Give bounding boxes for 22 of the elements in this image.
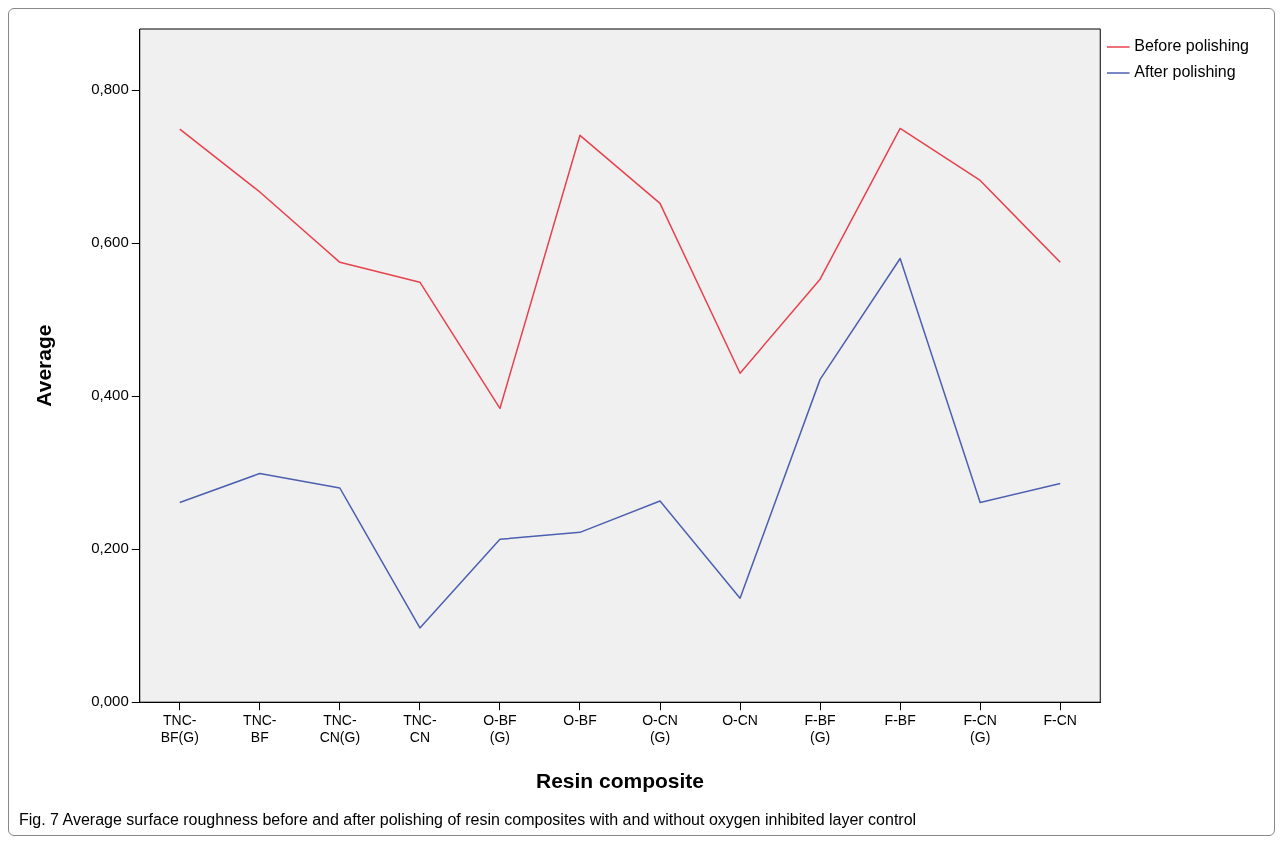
x-tick-label: O-BF: [563, 712, 597, 729]
y-tick-label: 0,000: [91, 692, 129, 710]
y-tick-label: 0,600: [91, 233, 129, 251]
x-tick-label: TNC-BF: [243, 712, 277, 746]
y-tick-label: 0,400: [91, 386, 129, 404]
x-tick-label: O-CN: [722, 712, 758, 729]
legend-label: After polishing: [1134, 63, 1236, 81]
x-tick-label: F-CN(G): [963, 712, 997, 746]
x-tick-label: F-BF(G): [804, 712, 836, 746]
x-tick-label: O-BF(G): [483, 712, 517, 746]
x-tick-label: F-CN: [1043, 712, 1077, 729]
x-tick-label: TNC-CN: [403, 712, 437, 746]
legend-label: Before polishing: [1134, 37, 1250, 55]
x-axis-title: Resin composite: [535, 769, 705, 793]
caption: Fig. 7 Average surface roughness before and after polishing of resin composites with and without oxygen inhibited layer control: [18, 810, 918, 830]
y-tick-label: 0,800: [91, 80, 129, 98]
x-tick-label: TNC-CN(G): [319, 712, 361, 746]
x-tick-label: F-BF: [884, 712, 916, 729]
x-tick-label: O-CN(G): [642, 712, 678, 746]
y-axis-title: Average: [32, 324, 56, 407]
y-tick-label: 0,200: [91, 539, 129, 557]
x-tick-label: TNC-BF(G): [160, 712, 199, 746]
